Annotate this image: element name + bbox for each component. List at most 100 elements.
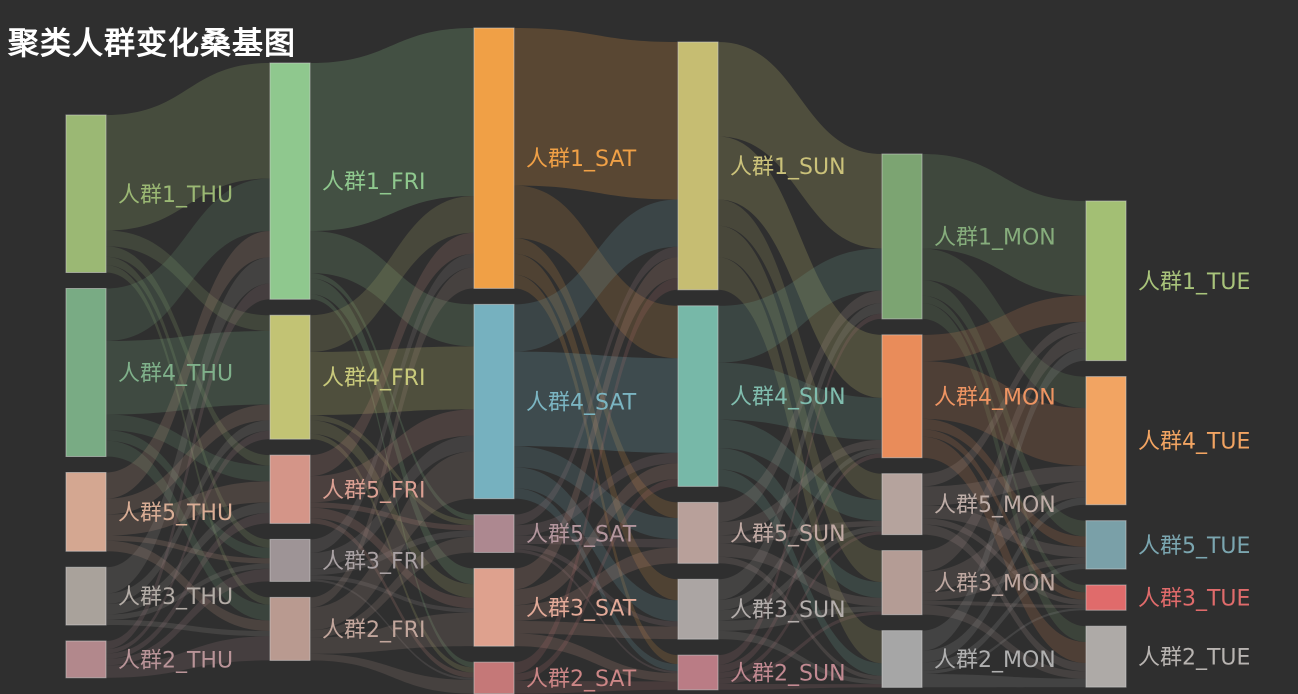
node-人群1_SUN <box>677 41 719 291</box>
flow-人群2_MON-to-人群4_TUE <box>922 497 1086 663</box>
flow-人群4_SAT-to-人群5_SUN <box>514 446 678 540</box>
flow-人群3_MON-to-人群2_TUE <box>922 604 1086 679</box>
flow-人群1_MON-to-人群1_TUE <box>922 154 1086 296</box>
label-人群1_FRI: 人群1_FRI <box>322 170 425 195</box>
flow-人群1_SAT-to-人群3_SUN <box>514 253 678 601</box>
label-人群5_TUE: 人群5_TUE <box>1138 534 1250 559</box>
node-人群4_MON <box>881 334 923 459</box>
flow-人群2_SUN-to-人群1_MON <box>718 313 882 665</box>
label-layer: 人群1_THU 人群4_THU 人群5_THU 人群3_THU 人群2_THU 人群1_F… <box>118 147 1250 692</box>
flow-人群5_SUN-to-人群4_MON <box>718 439 882 536</box>
flow-人群4_THU-to-人群4_FRI <box>106 331 270 415</box>
flow-人群4_SUN-to-人群3_MON <box>718 448 882 598</box>
flow-人群2_SUN-to-人群4_MON <box>718 453 882 673</box>
flow-人群1_SAT-to-人群4_SUN <box>514 185 678 359</box>
flow-人群1_THU-to-人群5_FRI <box>106 246 270 466</box>
flow-人群2_THU-to-人群5_FRI <box>106 512 270 659</box>
flow-人群5_SUN-to-人群1_MON <box>718 290 882 523</box>
node-人群1_THU <box>65 114 107 273</box>
flow-人群4_SAT-to-人群3_SUN <box>514 467 678 622</box>
flow-人群3_SAT-to-人群3_SUN <box>514 620 678 640</box>
flow-人群4_FRI-to-人群3_SAT <box>310 420 474 598</box>
flow-人群1_FRI-to-人群1_SAT <box>310 28 474 231</box>
flow-人群5_FRI-to-人群1_SAT <box>310 232 474 477</box>
flow-人群1_MON-to-人群2_TUE <box>922 303 1086 642</box>
flow-人群4_SUN-to-人群2_MON <box>718 469 882 676</box>
flow-人群3_FRI-to-人群5_SAT <box>310 530 474 576</box>
label-人群5_SAT: 人群5_SAT <box>526 523 637 548</box>
flow-人群3_SUN-to-人群4_MON <box>718 448 882 611</box>
flow-人群5_SUN-to-人群2_MON <box>718 556 882 680</box>
node-人群4_SAT <box>473 303 515 500</box>
flow-人群5_FRI-to-人群3_SAT <box>310 507 474 609</box>
flow-人群1_THU-to-人群4_FRI <box>106 230 270 331</box>
label-人群4_MON: 人群4_MON <box>934 385 1056 410</box>
node-人群3_THU <box>65 566 107 626</box>
flow-人群4_FRI-to-人群2_SAT <box>310 433 474 673</box>
flow-人群4_SUN-to-人群5_MON <box>718 419 882 521</box>
label-人群5_FRI: 人群5_FRI <box>322 478 425 503</box>
flow-人群2_FRI-to-人群5_SAT <box>310 536 474 638</box>
flow-人群5_MON-to-人群5_TUE <box>922 505 1086 558</box>
label-人群3_MON: 人群3_MON <box>934 572 1056 597</box>
flow-人群1_FRI-to-人群3_SAT <box>310 278 474 585</box>
flow-人群2_MON-to-人群5_TUE <box>922 563 1086 671</box>
flow-人群4_THU-to-人群2_FRI <box>106 440 270 621</box>
flow-人群5_SUN-to-人群3_MON <box>718 543 882 607</box>
flow-人群5_SAT-to-人群5_SUN <box>514 535 678 548</box>
flow-人群2_THU-to-人群2_FRI <box>106 636 270 678</box>
flow-人群5_MON-to-人群3_TUE <box>922 518 1086 605</box>
label-人群4_TUE: 人群4_TUE <box>1138 430 1250 455</box>
flow-人群3_SUN-to-人群2_MON <box>718 630 882 685</box>
flow-人群2_SAT-to-人群4_SUN <box>514 479 678 682</box>
flow-人群2_THU-to-人群4_FRI <box>106 430 270 654</box>
node-人群1_FRI <box>269 62 311 300</box>
label-人群4_SAT: 人群4_SAT <box>526 391 637 416</box>
flow-人群5_SAT-to-人群1_SUN <box>514 246 678 526</box>
flow-人群3_MON-to-人群3_TUE <box>922 600 1086 609</box>
flow-人群4_MON-to-人群4_TUE <box>922 361 1086 466</box>
flow-人群4_MON-to-人群3_TUE <box>922 429 1086 600</box>
flow-人群1_SUN-to-人群4_MON <box>718 136 882 398</box>
label-人群2_MON: 人群2_MON <box>934 648 1056 673</box>
flow-人群3_THU-to-人群2_FRI <box>106 619 270 637</box>
flow-人群4_SAT-to-人群2_SUN <box>514 488 678 672</box>
label-人群3_TUE: 人群3_TUE <box>1138 587 1250 612</box>
label-人群3_SAT: 人群3_SAT <box>526 596 637 621</box>
flow-人群3_SAT-to-人群1_SUN <box>514 257 678 590</box>
node-人群3_SAT <box>473 567 515 647</box>
flow-人群5_THU-to-人群4_FRI <box>106 404 270 515</box>
flow-人群1_THU-to-人群2_FRI <box>106 265 270 605</box>
flow-人群1_SUN-to-人群1_MON <box>718 42 882 249</box>
flow-人群5_FRI-to-人群4_SAT <box>310 409 474 503</box>
chart-title: 聚类人群变化桑基图 <box>8 26 296 62</box>
flow-人群4_FRI-to-人群4_SAT <box>310 346 474 415</box>
node-人群5_SAT <box>473 514 515 553</box>
node-layer <box>65 27 1127 694</box>
node-人群4_THU <box>65 288 107 457</box>
flow-人群1_SUN-to-人群3_MON <box>718 225 882 583</box>
flow-人群1_SAT-to-人群2_SUN <box>514 274 678 665</box>
flow-人群2_FRI-to-人群1_SAT <box>310 267 474 608</box>
flow-人群5_SUN-to-人群5_MON <box>718 520 882 544</box>
flow-人群1_MON-to-人群3_TUE <box>922 295 1086 593</box>
label-人群2_SUN: 人群2_SUN <box>730 661 846 686</box>
flow-人群3_SAT-to-人群5_SUN <box>514 547 678 621</box>
flow-人群1_SAT-to-人群5_SUN <box>514 238 678 519</box>
flow-人群2_MON-to-人群1_TUE <box>922 348 1086 651</box>
flow-人群1_THU-to-人群1_FRI <box>106 63 270 231</box>
flow-人群1_MON-to-人群5_TUE <box>922 280 1086 537</box>
node-人群2_THU <box>65 640 107 679</box>
flow-人群1_THU-to-人群3_FRI <box>106 256 270 548</box>
label-人群2_TUE: 人群2_TUE <box>1138 646 1250 671</box>
flow-人群5_MON-to-人群4_TUE <box>922 465 1086 506</box>
label-人群5_SUN: 人群5_SUN <box>730 522 846 547</box>
flow-人群3_MON-to-人群4_TUE <box>922 481 1086 593</box>
flow-人群2_SAT-to-人群1_SUN <box>514 278 678 674</box>
flow-人群4_SAT-to-人群4_SUN <box>514 351 678 453</box>
flow-人群5_SAT-to-人群3_SUN <box>514 544 678 627</box>
flow-人群4_SUN-to-人群4_MON <box>718 362 882 440</box>
flow-人群5_MON-to-人群1_TUE <box>922 321 1086 487</box>
flow-人群5_THU-to-人群5_FRI <box>106 481 270 536</box>
